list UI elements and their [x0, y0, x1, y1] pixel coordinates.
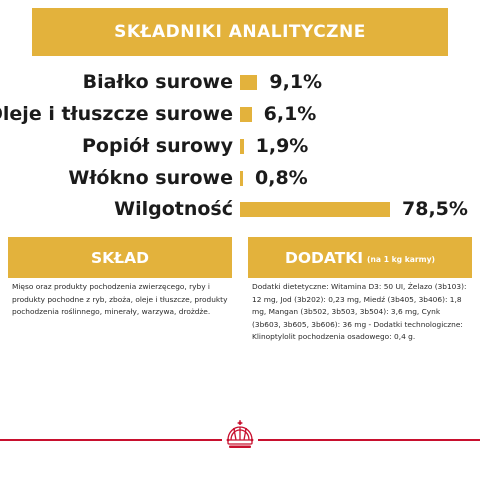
crown-logo-icon	[226, 420, 254, 448]
row-bar	[240, 202, 390, 217]
row-value: 0,8%	[255, 167, 308, 189]
row-value: 6,1%	[263, 103, 317, 125]
row-value: 9,1%	[269, 71, 323, 93]
sklad-text: Mięso oraz produkty pochodzenia zwierzęc…	[12, 282, 228, 316]
dodatki-title: DODATKI	[284, 248, 364, 267]
sklad-header: SKŁAD	[8, 237, 232, 278]
row-bar	[240, 139, 244, 154]
footer-line-left	[0, 439, 222, 441]
row-label: Popiół surowy	[81, 135, 233, 157]
sklad-title: SKŁAD	[91, 248, 149, 267]
row-bar	[240, 171, 243, 186]
dodatki-header: DODATKI (na 1 kg karmy)	[248, 237, 472, 278]
row-value: 1,9%	[255, 135, 309, 157]
row-label: Wilgotność	[114, 198, 233, 220]
row-bar	[240, 75, 258, 90]
dodatki-subtitle: (na 1 kg karmy)	[367, 255, 436, 264]
row-label: Białko surowe	[82, 71, 233, 93]
row-value: 78,5%	[402, 198, 468, 220]
analytics-header: SKŁADNIKI ANALITYCZNE	[32, 8, 448, 56]
row-label: Oleje i tłuszcze surowe	[0, 103, 233, 125]
dodatki-text: Dodatki dietetyczne: Witamina D3: 50 UI,…	[252, 282, 467, 341]
analytics-title: SKŁADNIKI ANALITYCZNE	[114, 22, 366, 42]
row-bar	[240, 107, 252, 122]
footer-line-right	[258, 439, 480, 441]
row-label: Włókno surowe	[68, 167, 233, 189]
analytics-chart: Białko surowe 9,1% Oleje i tłuszcze suro…	[0, 60, 480, 230]
